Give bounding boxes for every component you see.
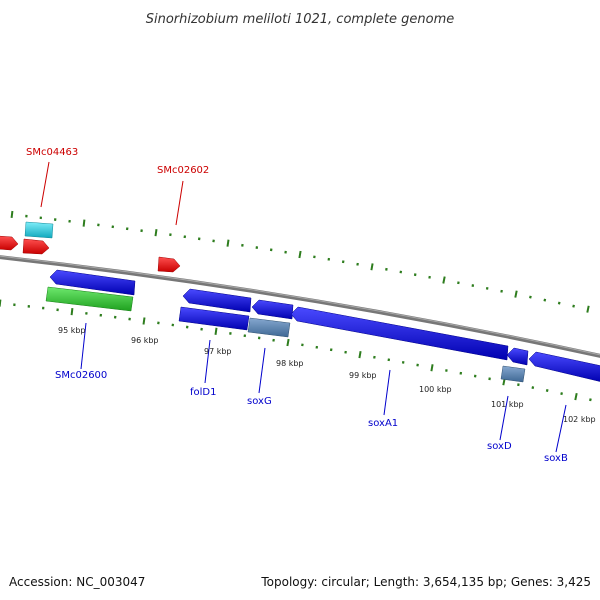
gene-feature-smc04463[interactable] xyxy=(24,221,54,239)
gene-label-soxb[interactable]: soxB xyxy=(544,453,568,464)
gene-feature-smc02602[interactable] xyxy=(157,256,181,273)
major-tick xyxy=(286,338,290,347)
scale-label: 96 kbp xyxy=(131,336,159,345)
map-title: Sinorhizobium meliloti 1021, complete ge… xyxy=(146,12,455,27)
minor-tick xyxy=(543,298,547,302)
major-tick xyxy=(574,393,578,401)
gene-label-fold1[interactable]: folD1 xyxy=(190,387,216,398)
leader-line-soxb xyxy=(555,404,567,453)
major-tick xyxy=(10,210,14,219)
scale-label: 95 kbp xyxy=(58,326,86,335)
major-tick xyxy=(298,250,302,259)
gene-feature-fold1[interactable] xyxy=(178,306,250,331)
leader-line-smc02602 xyxy=(175,180,184,226)
gene-feature-soxg[interactable] xyxy=(247,317,291,338)
gene-label-soxg[interactable]: soxG xyxy=(247,396,272,407)
accession-text: Accession: NC_003047 xyxy=(9,575,145,589)
minor-tick xyxy=(531,386,535,390)
gene-labels: SMc04463 SMc02602 SMc02600 folD1 soxG so… xyxy=(26,147,568,464)
gene-feature-blue[interactable] xyxy=(251,299,294,320)
forward-strand-features xyxy=(0,221,181,273)
major-tick xyxy=(514,290,518,298)
leader-line-soxa1 xyxy=(383,369,391,416)
major-tick xyxy=(214,327,218,335)
scale-label: 100 kbp xyxy=(419,385,452,394)
major-tick xyxy=(82,219,86,227)
gene-feature-blue[interactable] xyxy=(182,288,252,313)
major-tick xyxy=(142,317,146,325)
scale-label: 101 kbp xyxy=(491,400,524,409)
gene-feature-smc02600[interactable] xyxy=(45,286,134,312)
gene-feature-soxa1[interactable] xyxy=(290,306,509,361)
major-tick xyxy=(358,351,362,359)
minor-tick xyxy=(557,301,561,305)
minor-tick xyxy=(529,295,532,299)
gene-feature-red[interactable] xyxy=(22,238,50,255)
gene-label-smc02600[interactable]: SMc02600 xyxy=(55,370,107,381)
major-tick xyxy=(430,364,434,372)
leader-line-soxg xyxy=(258,347,266,394)
major-tick xyxy=(370,263,374,271)
major-tick xyxy=(154,229,158,237)
gene-feature-blue[interactable] xyxy=(49,269,136,296)
minor-tick xyxy=(560,392,563,396)
major-tick xyxy=(586,305,590,313)
major-tick xyxy=(70,307,74,316)
gene-label-smc04463[interactable]: SMc04463 xyxy=(26,147,78,158)
scale-label: 98 kbp xyxy=(276,359,304,368)
scale-labels: 95 kbp 96 kbp 97 kbp 98 kbp 99 kbp 100 k… xyxy=(58,326,596,424)
leader-line-smc02600 xyxy=(80,322,87,370)
minor-tick xyxy=(589,398,592,402)
leader-line-soxd xyxy=(499,395,509,441)
major-tick xyxy=(442,276,446,284)
genome-backbone xyxy=(0,255,600,358)
genome-summary-text: Topology: circular; Length: 3,654,135 bp… xyxy=(260,575,591,589)
scale-label: 99 kbp xyxy=(349,371,377,380)
minor-tick xyxy=(545,389,549,393)
scale-label: 97 kbp xyxy=(204,347,232,356)
scale-label: 102 kbp xyxy=(563,415,596,424)
leader-line-fold1 xyxy=(204,339,211,384)
reverse-strand-features xyxy=(45,269,600,383)
label-leader-lines xyxy=(40,161,567,453)
leader-line-smc04463 xyxy=(40,161,50,208)
gene-feature-soxd[interactable] xyxy=(500,365,526,383)
gene-label-soxd[interactable]: soxD xyxy=(487,441,512,452)
gene-feature-red[interactable] xyxy=(0,235,19,251)
major-tick xyxy=(226,239,230,247)
lower-tick-track xyxy=(0,299,592,402)
gene-feature-blue[interactable] xyxy=(506,347,529,366)
minor-tick xyxy=(572,304,575,308)
gene-label-smc02602[interactable]: SMc02602 xyxy=(157,165,209,176)
upper-tick-track xyxy=(10,210,590,313)
gene-label-soxa1[interactable]: soxA1 xyxy=(368,418,398,429)
genome-backbone-highlight xyxy=(0,255,600,356)
gene-feature-soxb[interactable] xyxy=(528,351,600,382)
